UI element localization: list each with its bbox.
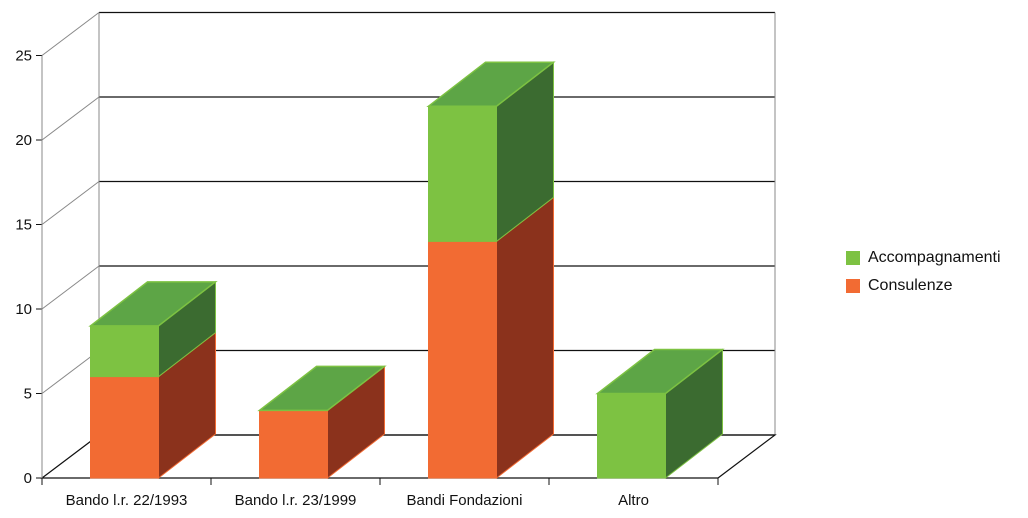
x-axis: Bando l.r. 22/1993 Bando l.r. 23/1999 Band…: [41, 478, 719, 509]
legend-swatch-accompagnamenti: [846, 251, 860, 265]
gridline-side-15: [41, 181, 100, 225]
bar-front-1-consulenze: [259, 409, 328, 479]
y-tick-label-20: 20: [15, 132, 32, 149]
gridline-side-25: [41, 12, 100, 56]
y-tick-label-0: 0: [24, 470, 32, 487]
x-tick-label-1: Bando l.r. 23/1999: [235, 492, 357, 509]
gridline-side-5: [41, 350, 100, 394]
bar-front-0-accompagnamenti: [90, 325, 159, 378]
x-tick-label-3: Altro: [618, 492, 649, 509]
y-tick-label-5: 5: [24, 386, 32, 403]
bar-top-1: [257, 365, 387, 412]
x-tick-label-0: Bando l.r. 22/1993: [66, 492, 188, 509]
legend-item-consulenze: Consulenze: [846, 272, 1001, 300]
bar-front-2-accompagnamenti: [428, 105, 497, 242]
y-tick-label-10: 10: [15, 301, 32, 318]
bar-front-0-consulenze: [90, 376, 159, 479]
gridline-side-20: [41, 96, 100, 141]
y-tick-label-25: 25: [15, 48, 32, 65]
bar-top-0: [88, 281, 218, 327]
y-tick-label-15: 15: [15, 217, 32, 234]
bar-front-3-accompagnamenti: [597, 393, 666, 479]
bar-front-2-consulenze: [428, 240, 497, 479]
bar-top-3: [595, 348, 725, 395]
legend-swatch-consulenze: [846, 279, 860, 293]
gridline-side-10: [41, 265, 100, 310]
legend: Accompagnamenti Consulenze: [846, 244, 1001, 300]
legend-label-accompagnamenti: Accompagnamenti: [868, 249, 1001, 266]
bars-group: [88, 61, 725, 480]
y-axis: 0 5 10 15 20 25: [15, 48, 32, 488]
legend-item-accompagnamenti: Accompagnamenti: [846, 244, 1001, 272]
bar-side-2-consulenze: [496, 196, 554, 480]
bar-top-2: [426, 61, 556, 107]
x-tick-label-2: Bandi Fondazioni: [407, 492, 523, 509]
legend-label-consulenze: Consulenze: [868, 277, 953, 294]
